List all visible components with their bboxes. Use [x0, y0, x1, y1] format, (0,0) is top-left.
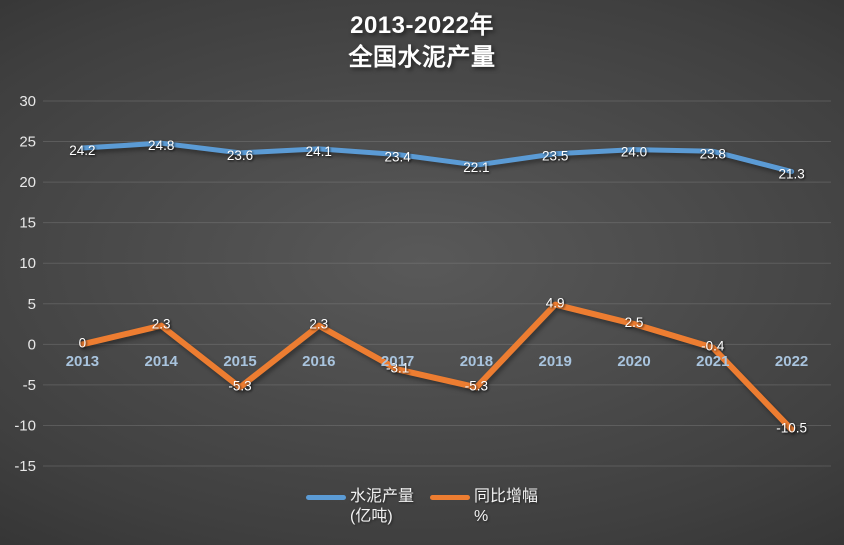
legend: 水泥产量 (亿吨) 同比增幅 % [0, 487, 844, 527]
legend-text-yoy-growth: 同比增幅 % [474, 487, 538, 527]
y-axis-tick-label: 25 [19, 134, 36, 151]
data-label: 23.4 [384, 150, 411, 165]
x-axis-category-label: 2016 [302, 353, 335, 370]
y-axis-tick-label: -5 [23, 377, 36, 394]
y-axis-tick-label: 5 [28, 296, 36, 313]
data-label: 21.3 [778, 167, 804, 182]
x-axis-category-label: 2017 [381, 353, 414, 370]
x-axis-category-label: 2013 [66, 353, 99, 370]
data-label: 2.5 [625, 315, 644, 330]
legend-sublabel-yoy-growth: % [474, 508, 489, 525]
y-axis-tick-label: 20 [19, 174, 36, 191]
data-label: -0.4 [701, 339, 725, 354]
chart-title-line2: 全国水泥产量 [348, 44, 496, 71]
y-axis-tick-label: -15 [14, 458, 36, 475]
data-label: 24.8 [148, 138, 174, 153]
data-label: -5.3 [465, 378, 488, 393]
yoy-growth-line [79, 301, 795, 433]
data-label: 23.5 [542, 149, 568, 164]
legend-label-cement-production: 水泥产量 [349, 488, 414, 505]
data-label: 22.1 [463, 160, 489, 175]
x-axis-category-label: 2018 [460, 353, 493, 370]
data-label: 24.0 [621, 145, 647, 160]
legend-text-cement-production: 水泥产量 (亿吨) [350, 487, 414, 527]
legend-label-yoy-growth: 同比增幅 [474, 488, 539, 505]
data-label: 0 [79, 335, 87, 350]
data-label: 24.1 [306, 144, 332, 159]
cement-production-line [79, 140, 795, 175]
data-label: 4.9 [546, 296, 565, 311]
data-label: 24.2 [69, 143, 95, 158]
y-axis-tick-label: -10 [14, 417, 36, 434]
chart-title: 2013-2022年 全国水泥产量 [0, 10, 844, 74]
legend-item-cement-production: 水泥产量 (亿吨) [305, 487, 414, 527]
x-axis-category-label: 2014 [145, 353, 179, 370]
x-axis-category-label: 2019 [539, 353, 572, 370]
y-axis-tick-label: 10 [19, 255, 36, 272]
x-axis-category-label: 2015 [223, 353, 256, 370]
data-label: 23.6 [227, 148, 253, 163]
data-label: 2.3 [152, 317, 171, 332]
data-label: -3.1 [386, 360, 409, 375]
y-axis-tick-label: 30 [19, 93, 36, 110]
y-axis-tick-label: 15 [19, 215, 36, 232]
data-label: 23.8 [700, 146, 726, 161]
legend-swatch-cement-production [305, 495, 346, 500]
x-axis-category-label: 2020 [617, 353, 650, 370]
data-label: -5.3 [228, 378, 251, 393]
x-axis-category-label: 2021 [696, 353, 729, 370]
chart-title-line1: 2013-2022年 [350, 12, 494, 39]
legend-sublabel-cement-production: (亿吨) [349, 508, 393, 525]
legend-swatch-yoy-growth [430, 495, 470, 500]
data-label: 2.3 [309, 317, 328, 332]
y-axis-tick-label: 0 [28, 336, 36, 353]
x-axis-category-label: 2022 [775, 353, 808, 370]
data-label: -10.5 [776, 421, 807, 436]
legend-item-yoy-growth: 同比增幅 % [430, 487, 538, 527]
